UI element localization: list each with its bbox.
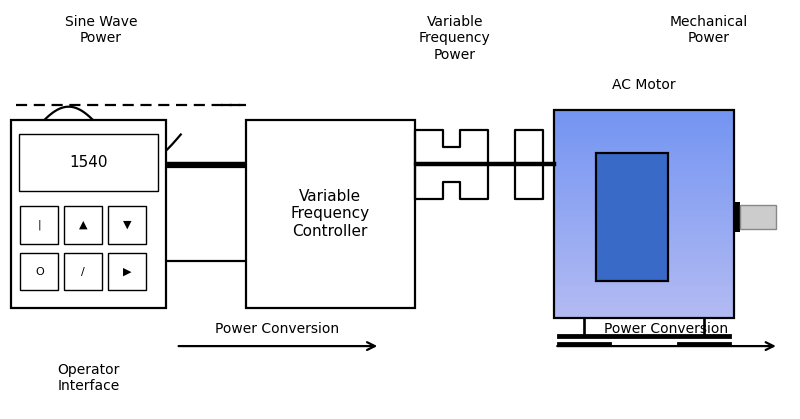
Bar [554,285,734,289]
Text: Variable
Frequency
Controller: Variable Frequency Controller [290,189,370,239]
Bar [596,153,668,281]
Bar [554,164,734,168]
Bar [246,119,415,308]
Bar [554,197,734,202]
Bar [554,243,734,247]
Bar [554,134,734,139]
Bar [554,260,734,264]
Bar [20,253,58,290]
Bar [554,251,734,256]
Text: Sine Wave
Power: Sine Wave Power [65,16,138,46]
Bar [554,185,734,189]
Bar [554,264,734,268]
Text: O: O [35,266,44,277]
Bar [554,143,734,147]
Bar [554,202,734,206]
Bar [554,206,734,210]
Bar [740,205,776,229]
Text: Mechanical
Power: Mechanical Power [670,16,748,46]
Text: AC Motor: AC Motor [612,78,676,92]
Bar [554,310,734,314]
Bar [11,119,166,308]
Bar [554,147,734,151]
Text: Power Conversion: Power Conversion [604,322,728,336]
Text: Variable
Frequency
Power: Variable Frequency Power [419,16,490,62]
Bar [554,160,734,164]
Text: Operator
Interface: Operator Interface [58,363,120,393]
Bar [554,306,734,310]
Bar [734,202,740,232]
Bar [554,297,734,302]
Bar [20,206,58,244]
Bar [554,235,734,239]
Bar [554,247,734,251]
Bar [554,139,734,143]
Bar [554,114,734,118]
Bar [108,206,146,244]
Bar [554,277,734,281]
Bar [19,134,158,191]
Bar [108,253,146,290]
Bar [554,193,734,197]
Text: ▶: ▶ [122,266,131,277]
Text: Power Conversion: Power Conversion [215,322,339,336]
Bar [554,239,734,243]
Bar [554,272,734,277]
Bar [554,110,734,114]
Bar [554,176,734,181]
Text: 1540: 1540 [70,155,108,170]
Bar [554,227,734,230]
Bar [554,281,734,285]
Bar [64,253,102,290]
Bar [554,268,734,272]
Bar [64,206,102,244]
Bar [554,181,734,185]
Bar [554,168,734,172]
Bar [554,218,734,222]
Bar [554,122,734,127]
Bar [554,314,734,318]
Bar [554,214,734,218]
Bar [554,189,734,193]
Text: |: | [38,220,41,230]
Bar [554,172,734,176]
Bar [554,151,734,155]
Bar [554,256,734,260]
Text: ▼: ▼ [122,220,131,230]
Bar [554,127,734,131]
Bar [554,131,734,134]
Bar [554,302,734,306]
Bar [554,222,734,227]
Bar [554,110,734,318]
Bar [554,230,734,235]
Bar [554,155,734,160]
Bar [554,118,734,122]
Text: /: / [82,266,85,277]
Bar [554,289,734,293]
Text: ▲: ▲ [79,220,87,230]
Bar [554,210,734,214]
Bar [554,293,734,297]
